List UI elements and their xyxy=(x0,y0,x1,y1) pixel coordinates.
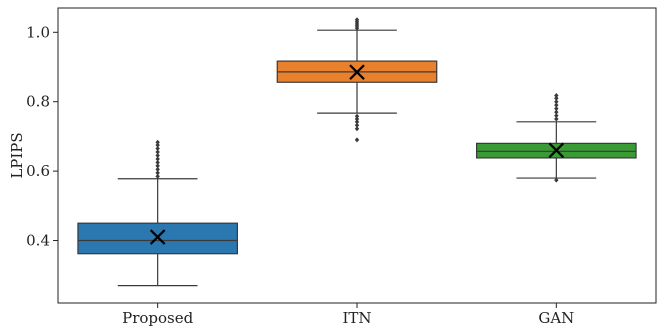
outlier-point xyxy=(554,113,559,119)
outlier-point xyxy=(354,119,360,125)
outlier-point xyxy=(354,17,360,23)
x-axis: Proposed ITN GAN xyxy=(122,303,574,327)
y-axis: 0.4 0.6 0.8 1.0 xyxy=(26,23,58,250)
outlier-point xyxy=(155,149,160,155)
outlier-point xyxy=(155,159,160,165)
outlier-point xyxy=(155,163,160,169)
x-tick-label: ITN xyxy=(342,309,371,327)
mean-marker xyxy=(149,229,166,245)
outlier-point xyxy=(354,126,360,132)
outlier-point xyxy=(155,173,160,179)
box-group xyxy=(476,92,637,183)
outlier-point xyxy=(554,106,559,112)
outlier-point xyxy=(155,153,160,158)
y-tick-label: 0.6 xyxy=(26,162,50,180)
boxes-layer xyxy=(77,17,637,287)
outlier-point xyxy=(354,137,360,143)
outlier-point xyxy=(155,170,160,176)
outlier-point xyxy=(354,113,360,119)
outlier-point xyxy=(554,116,559,122)
outlier-point xyxy=(155,142,160,148)
outlier-point xyxy=(155,156,160,162)
outlier-point xyxy=(554,177,559,183)
y-tick-label: 0.8 xyxy=(26,93,50,111)
x-tick-label: Proposed xyxy=(122,309,194,327)
box-group xyxy=(77,139,238,287)
outlier-point xyxy=(554,109,559,115)
outlier-point xyxy=(155,139,160,145)
y-axis-label: LPIPS xyxy=(8,132,26,178)
x-tick-label: GAN xyxy=(538,309,574,327)
outlier-point xyxy=(554,102,559,108)
box-group xyxy=(276,17,438,143)
outlier-point xyxy=(554,92,559,98)
outlier-point xyxy=(155,166,160,172)
mean-marker xyxy=(349,64,365,80)
outlier-point xyxy=(354,122,360,128)
mean-marker xyxy=(548,142,565,159)
outlier-point xyxy=(354,116,360,122)
y-tick-label: 1.0 xyxy=(26,23,50,41)
y-tick-label: 0.4 xyxy=(26,232,50,250)
outlier-point xyxy=(155,146,160,152)
outlier-point xyxy=(554,95,559,101)
outlier-point xyxy=(554,99,559,105)
